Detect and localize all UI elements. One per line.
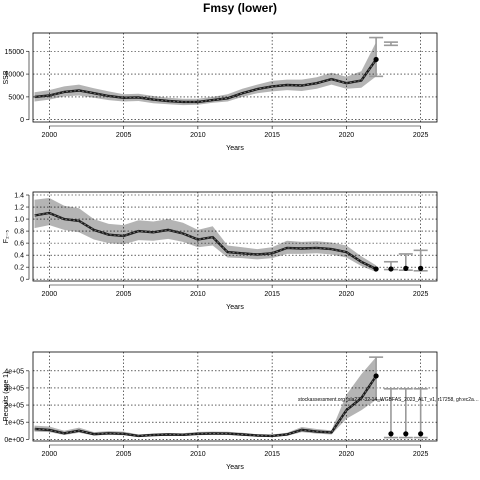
x-tick-label: 2005 (116, 132, 132, 139)
data-point (373, 56, 379, 63)
forecast-point (418, 265, 424, 271)
x-axis-label: Years (226, 304, 244, 311)
x-tick-label: 2000 (42, 132, 58, 139)
y-tick-label: 10000 (5, 72, 25, 79)
x-tick-label: 2020 (339, 451, 355, 458)
chart-panel-2: 2000 2005 2010 2015 2020 2025 Years 0 0.2 0.4 0.6 0… (3, 191, 438, 311)
forecast-point (403, 265, 409, 271)
y-tick-label: 1e+05 (4, 420, 24, 427)
x-tick-label: 2020 (339, 132, 355, 139)
panels: 2000 2005 2010 2015 2020 2025 Years 0 5000 10000 1… (3, 32, 479, 471)
y-tick-label: 3e+05 (4, 385, 24, 392)
chart-panel-1: 2000 2005 2010 2015 2020 2025 Years 0 5000 10000 1… (3, 32, 438, 152)
y-axis-label: SSB (3, 70, 10, 84)
x-tick-label: 2000 (42, 451, 58, 458)
y-tick-label: 0.8 (14, 229, 24, 236)
y-tick-label: 2e+05 (4, 403, 24, 410)
annotation-text: stockassessment.org (sla277-32-14_WGBFAS… (298, 397, 479, 403)
series-line-dash (34, 212, 377, 270)
x-tick-label: 2010 (190, 291, 206, 298)
x-tick-label: 2025 (413, 291, 429, 298)
forecast-point (418, 431, 424, 437)
y-tick-label: 0 (20, 117, 24, 124)
x-tick-label: 2020 (339, 291, 355, 298)
confidence-band (34, 42, 377, 106)
y-tick-label: 5000 (8, 94, 24, 101)
forecast-point (388, 266, 394, 272)
confidence-band (34, 198, 377, 272)
x-tick-label: 2015 (264, 291, 280, 298)
y-tick-label: 1.2 (14, 205, 24, 212)
x-tick-label: 2010 (190, 451, 206, 458)
plot-frame (32, 191, 438, 282)
x-tick-label: 2015 (264, 132, 280, 139)
x-tick-label: 2005 (116, 291, 132, 298)
plot-frame (32, 351, 438, 442)
plot-frame (32, 32, 438, 123)
forecast-point (403, 431, 409, 437)
y-tick-label: 15000 (5, 49, 25, 56)
page-title: Fmsy (lower) (203, 1, 277, 15)
x-tick-label: 2025 (413, 132, 429, 139)
series-line-dash (34, 375, 377, 437)
data-point (373, 373, 379, 379)
y-axis-label: F₂₋₅ (3, 230, 10, 244)
data-point (373, 266, 379, 272)
y-tick-label: 1.0 (14, 217, 24, 224)
x-tick-label: 2005 (116, 451, 132, 458)
x-tick-label: 2025 (413, 451, 429, 458)
y-tick-label: 0.6 (14, 241, 24, 248)
x-tick-label: 2000 (42, 291, 58, 298)
chart-panel-3: 2000 2005 2010 2015 2020 2025 Years 0e+00 1e+05 2… (3, 351, 479, 471)
forecast-point (388, 431, 394, 437)
x-axis-label: Years (226, 145, 244, 152)
y-tick-label: 0e+00 (4, 437, 24, 444)
y-tick-label: 0.2 (14, 265, 24, 272)
y-tick-label: 4e+05 (4, 368, 24, 375)
series-line (34, 375, 378, 438)
x-tick-label: 2015 (264, 451, 280, 458)
y-axis-label: Recruits (age 1) (3, 372, 10, 422)
x-tick-label: 2010 (190, 132, 206, 139)
series-line-dash (34, 59, 377, 103)
x-axis-label: Years (226, 464, 244, 471)
y-tick-label: 0.4 (14, 253, 24, 260)
y-tick-label: 0 (20, 277, 24, 284)
y-tick-label: 1.4 (14, 193, 24, 200)
